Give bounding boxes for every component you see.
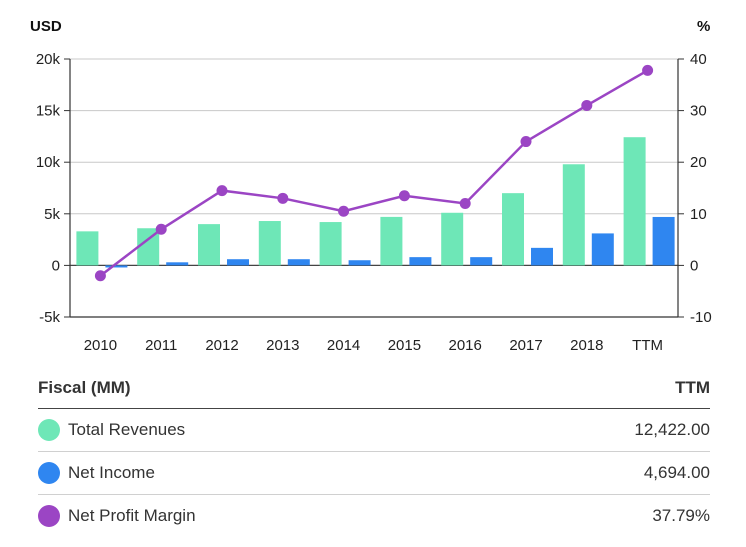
- net-income-bar: [105, 265, 128, 268]
- x-tick-label: 2011: [145, 337, 177, 354]
- revenue-bar: [76, 231, 99, 266]
- margin-point: [277, 192, 289, 204]
- right-axis-unit: %: [697, 18, 710, 35]
- margin-point: [642, 64, 654, 76]
- total-revenues-label: Total Revenues: [68, 420, 186, 439]
- left-tick-label: 15k: [36, 103, 61, 120]
- x-tick-label: 2012: [205, 337, 238, 354]
- axes: [64, 58, 684, 318]
- revenue-bar: [562, 164, 585, 266]
- fiscal-header: Fiscal (MM): [38, 378, 131, 397]
- revenue-bar: [319, 222, 342, 266]
- x-tick-label: 2017: [509, 337, 542, 354]
- margin-point: [398, 190, 410, 202]
- revenue-bar: [198, 224, 220, 266]
- net-income-bar: [591, 233, 614, 266]
- margin-point: [216, 185, 228, 197]
- x-tick-label: 2015: [388, 337, 421, 354]
- total-revenues-value: 12,422.00: [634, 420, 710, 439]
- margin-polyline: [99, 69, 649, 277]
- left-axis-unit: USD: [30, 18, 62, 35]
- revenue-bar: [502, 193, 524, 266]
- margin-point: [581, 99, 593, 111]
- x-tick-label: 2013: [266, 337, 299, 354]
- margin-point: [338, 205, 350, 217]
- legend-header: Fiscal (MM) TTM: [38, 368, 710, 409]
- margin-line: [94, 64, 654, 282]
- legend-row-net-profit-margin: Net Profit Margin 37.79%: [38, 495, 710, 537]
- net-profit-margin-dot: [38, 505, 60, 527]
- left-tick-label: 10k: [36, 154, 61, 171]
- x-tick-label: 2018: [570, 337, 603, 354]
- bars: [76, 137, 675, 268]
- net-income-bar: [409, 257, 432, 266]
- left-tick-label: 20k: [36, 51, 61, 68]
- net-income-bar: [470, 257, 493, 266]
- ttm-header: TTM: [675, 378, 710, 397]
- margin-point: [155, 223, 167, 235]
- tick-labels: 20k 40 15k 30 10k 20 5k 10 0 0 -5k -10 2010 2011 2012 2…: [36, 51, 712, 354]
- net-income-bar: [652, 216, 675, 266]
- right-tick-label: 40: [690, 51, 707, 68]
- net-income-value: 4,694.00: [643, 463, 710, 482]
- x-tick-label: 2016: [449, 337, 482, 354]
- legend-row-net-income: Net Income 4,694.00: [38, 452, 710, 495]
- right-tick-label: -10: [690, 309, 712, 326]
- gridlines: [70, 58, 678, 318]
- revenue-bar: [380, 216, 403, 266]
- right-tick-label: 30: [690, 103, 707, 120]
- net-income-bar: [348, 260, 371, 266]
- x-tick-label: 2010: [84, 337, 117, 354]
- revenue-bar: [137, 228, 160, 266]
- margin-point: [459, 197, 471, 209]
- x-tick-label: 2014: [327, 337, 360, 354]
- net-income-label: Net Income: [68, 463, 155, 482]
- revenue-bar: [441, 212, 464, 266]
- net-income-dot: [38, 462, 60, 484]
- margin-point: [520, 136, 532, 148]
- left-tick-label: -5k: [39, 309, 60, 326]
- legend-row-total-revenues: Total Revenues 12,422.00: [38, 409, 710, 452]
- legend-table: Fiscal (MM) TTM Total Revenues 12,422.00…: [38, 368, 710, 537]
- margin-point: [94, 270, 106, 282]
- net-profit-margin-value: 37.79%: [652, 506, 710, 525]
- net-profit-margin-label: Net Profit Margin: [68, 506, 196, 525]
- revenue-bar: [258, 221, 281, 266]
- left-tick-label: 0: [52, 257, 60, 274]
- net-income-bar: [166, 262, 189, 266]
- chart: USD % 20k 40 15k 30 10k 20 5k 10 0 0 -5k -10 2010 201…: [30, 18, 712, 354]
- total-revenues-dot: [38, 419, 60, 441]
- net-income-bar: [287, 259, 310, 266]
- net-income-bar: [227, 259, 249, 266]
- left-tick-label: 5k: [44, 206, 60, 223]
- right-tick-label: 0: [690, 257, 698, 274]
- x-tick-label: TTM: [632, 337, 663, 354]
- revenue-bar: [623, 137, 646, 266]
- right-tick-label: 10: [690, 206, 707, 223]
- net-income-bar: [531, 247, 553, 266]
- right-tick-label: 20: [690, 154, 707, 171]
